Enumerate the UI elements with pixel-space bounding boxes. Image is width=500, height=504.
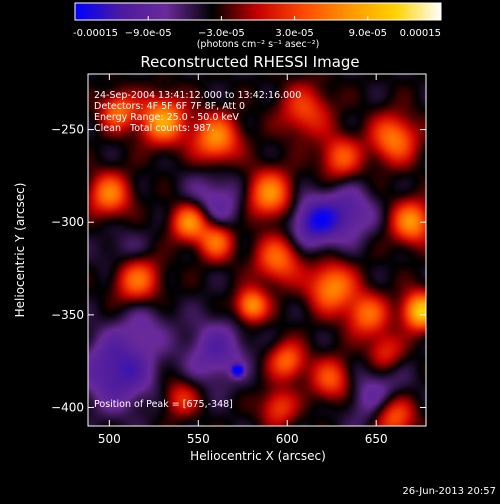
colorbar-tick-label: −9.0e-05: [125, 28, 172, 39]
colorbar-ticks: -0.00015 −9.0e-05 −3.0e-05 3.0e-05 9.0e-05 0.…: [73, 16, 442, 39]
annotation-peak-position: Position of Peak = [675,-348]: [94, 399, 233, 410]
x-tick-label: 600: [276, 432, 299, 446]
x-tick-label: 650: [365, 432, 388, 446]
colorbar-tick-label: 9.0e-05: [349, 28, 387, 39]
plot-frame: [87, 73, 427, 427]
colorbar-unit-label: (photons cm⁻² s⁻¹ asec⁻²): [197, 39, 320, 50]
y-tick-label: −300: [51, 215, 84, 229]
colorbar-tick-label: −3.0e-05: [198, 28, 245, 39]
x-tick-label: 500: [98, 432, 121, 446]
y-tick-label: −350: [51, 308, 84, 322]
colorbar-bar: [74, 2, 442, 21]
plot-annotations: 24-Sep-2004 13:41:12.000 to 13:42:16.000…: [94, 90, 301, 410]
timestamp: 26-Jun-2013 20:57: [402, 486, 496, 497]
annotation-clean: Clean Total counts: 987.: [94, 123, 214, 134]
colorbar-tick-label: 3.0e-05: [275, 28, 313, 39]
colorbar-tick-label: 0.00015: [400, 28, 441, 39]
heatmap-image: [88, 74, 426, 426]
annotation-detectors: Detectors: 4F 5F 6F 7F 8F, Att 0: [94, 101, 245, 112]
y-tick-label: −400: [51, 400, 84, 414]
annotation-energy: Energy Range: 25.0 - 50.0 keV: [94, 112, 239, 123]
x-tick-label: 550: [187, 432, 210, 446]
y-axis-label: Heliocentric Y (arcsec): [13, 183, 27, 318]
x-axis-label: Heliocentric X (arcsec): [190, 449, 326, 463]
chart-title: Reconstructed RHESSI Image: [140, 53, 359, 71]
colorbar-tick-label: -0.00015: [73, 28, 118, 39]
plot-area: 500 550 600 650 −250 −300 −350 −400: [51, 73, 427, 446]
axis-ticks: 500 550 600 650 −250 −300 −350 −400: [51, 74, 426, 446]
y-tick-label: −250: [51, 123, 84, 137]
colorbar: -0.00015 −9.0e-05 −3.0e-05 3.0e-05 9.0e-05 0.…: [73, 2, 442, 50]
annotation-time-range: 24-Sep-2004 13:41:12.000 to 13:42:16.000: [94, 90, 301, 101]
